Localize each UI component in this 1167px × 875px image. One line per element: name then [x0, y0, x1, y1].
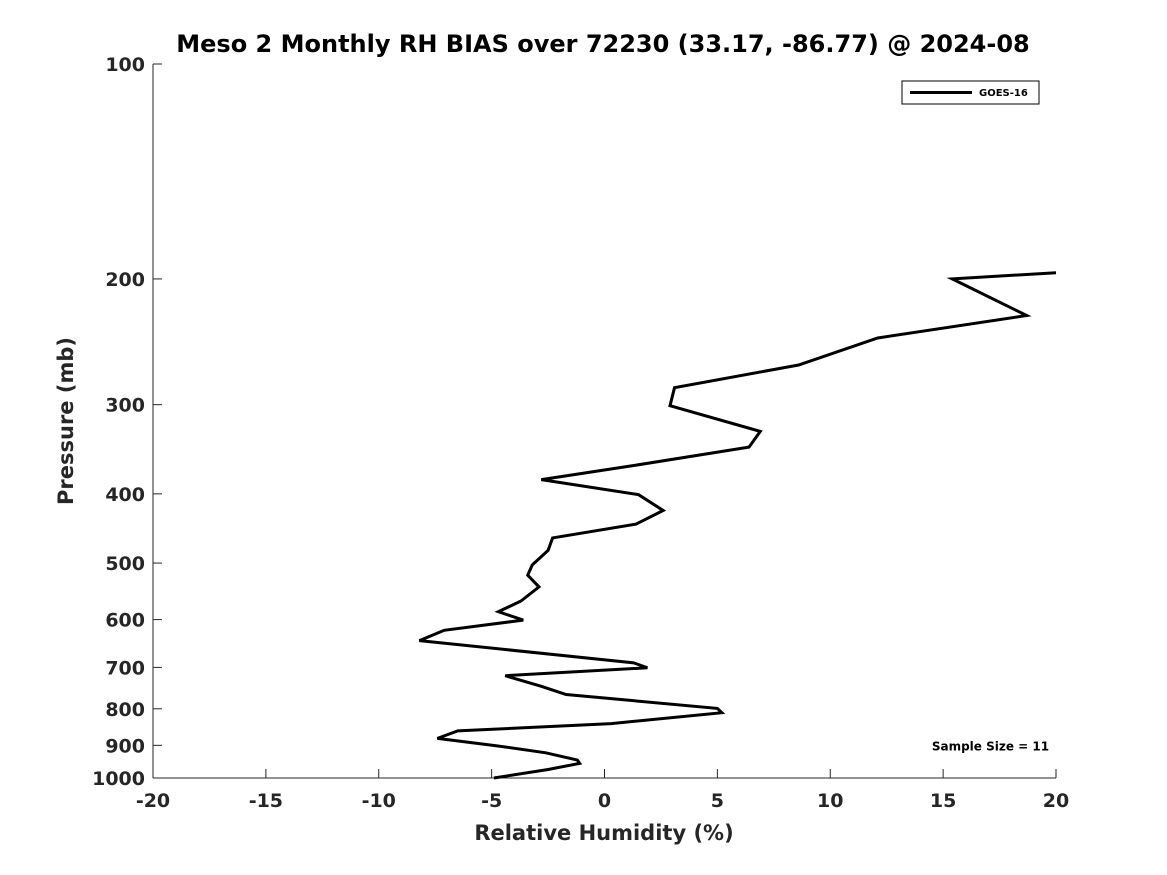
sample-size-annotation: Sample Size = 11: [932, 739, 1049, 753]
x-tick-label: 5: [711, 790, 724, 812]
y-tick-label: 700: [105, 657, 145, 679]
x-tick-label: 10: [817, 790, 843, 812]
x-tick-label: 15: [930, 790, 956, 812]
y-tick-label: 600: [105, 610, 145, 632]
y-tick-label: 900: [105, 735, 145, 757]
y-tick-label: 500: [105, 553, 145, 575]
x-tick-label: 0: [598, 790, 611, 812]
y-axis-ticks: 100 200 300 400 500 600 700 800 900 1000: [92, 54, 162, 790]
x-tick-label: 20: [1043, 790, 1069, 812]
legend: GOES-16: [901, 80, 1040, 105]
y-axis-label: Pressure (mb): [54, 337, 78, 505]
y-tick-label: 400: [105, 484, 145, 506]
x-tick-label: -5: [481, 790, 502, 812]
y-tick-label: 800: [105, 699, 145, 721]
x-tick-label: -10: [362, 790, 396, 812]
x-tick-label: -15: [249, 790, 283, 812]
x-tick-label: -20: [136, 790, 170, 812]
x-axis-ticks: -20 -15 -10 -5 0 5 10 15 20: [136, 769, 1069, 812]
legend-entry-goes-16: GOES-16: [979, 88, 1028, 99]
y-tick-label: 1000: [92, 768, 145, 790]
series-layer: [418, 271, 1057, 780]
x-axis-label: Relative Humidity (%): [474, 821, 733, 845]
y-tick-label: 200: [105, 269, 145, 291]
series-line-goes-16: [418, 271, 1057, 780]
chart-title: Meso 2 Monthly RH BIAS over 72230 (33.17…: [176, 30, 1029, 58]
y-tick-label: 300: [105, 395, 145, 417]
y-tick-label: 100: [105, 54, 145, 76]
